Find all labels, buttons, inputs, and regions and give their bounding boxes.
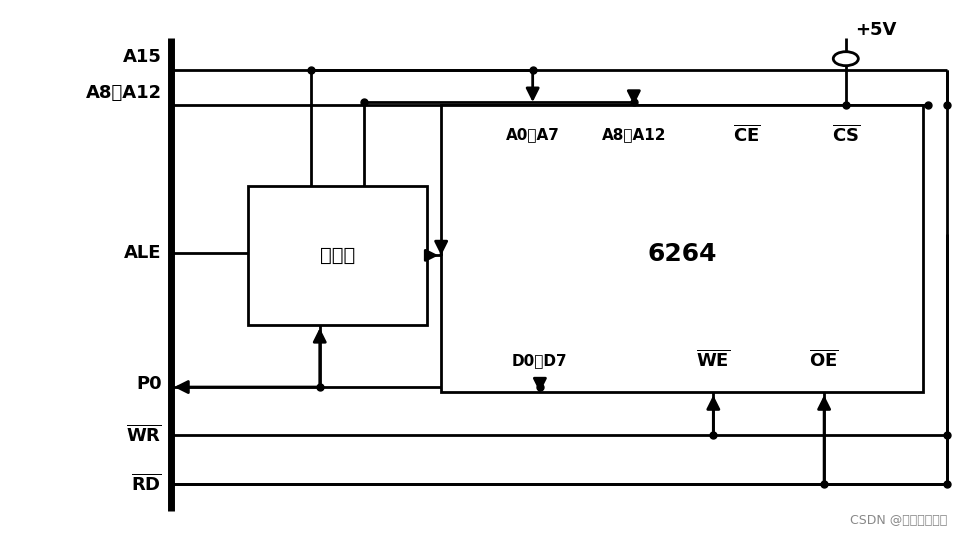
Text: D0～D7: D0～D7 [512, 352, 568, 368]
Text: $\overline{\mathbf{WR}}$: $\overline{\mathbf{WR}}$ [126, 425, 162, 446]
Bar [248, 186, 426, 325]
Text: A15: A15 [123, 48, 162, 66]
Bar [441, 105, 922, 393]
Text: CSDN @阿杰学习笔记: CSDN @阿杰学习笔记 [850, 514, 947, 527]
Text: 6264: 6264 [647, 242, 717, 267]
Text: A0～A7: A0～A7 [506, 127, 560, 142]
Text: $\overline{\mathbf{OE}}$: $\overline{\mathbf{OE}}$ [809, 350, 839, 370]
Text: ALE: ALE [124, 244, 162, 262]
Text: A8～A12: A8～A12 [602, 127, 666, 142]
Text: $\overline{\mathbf{CE}}$: $\overline{\mathbf{CE}}$ [734, 124, 761, 145]
Text: $\overline{\mathbf{WE}}$: $\overline{\mathbf{WE}}$ [697, 350, 731, 370]
Text: P0: P0 [136, 375, 162, 393]
Text: $\overline{\mathbf{CS}}$: $\overline{\mathbf{CS}}$ [831, 124, 860, 145]
Text: $\overline{\mathbf{RD}}$: $\overline{\mathbf{RD}}$ [131, 473, 162, 494]
Text: A8～A12: A8～A12 [85, 84, 162, 102]
Text: +5V: +5V [856, 21, 896, 39]
Text: 锁存器: 锁存器 [320, 246, 356, 265]
